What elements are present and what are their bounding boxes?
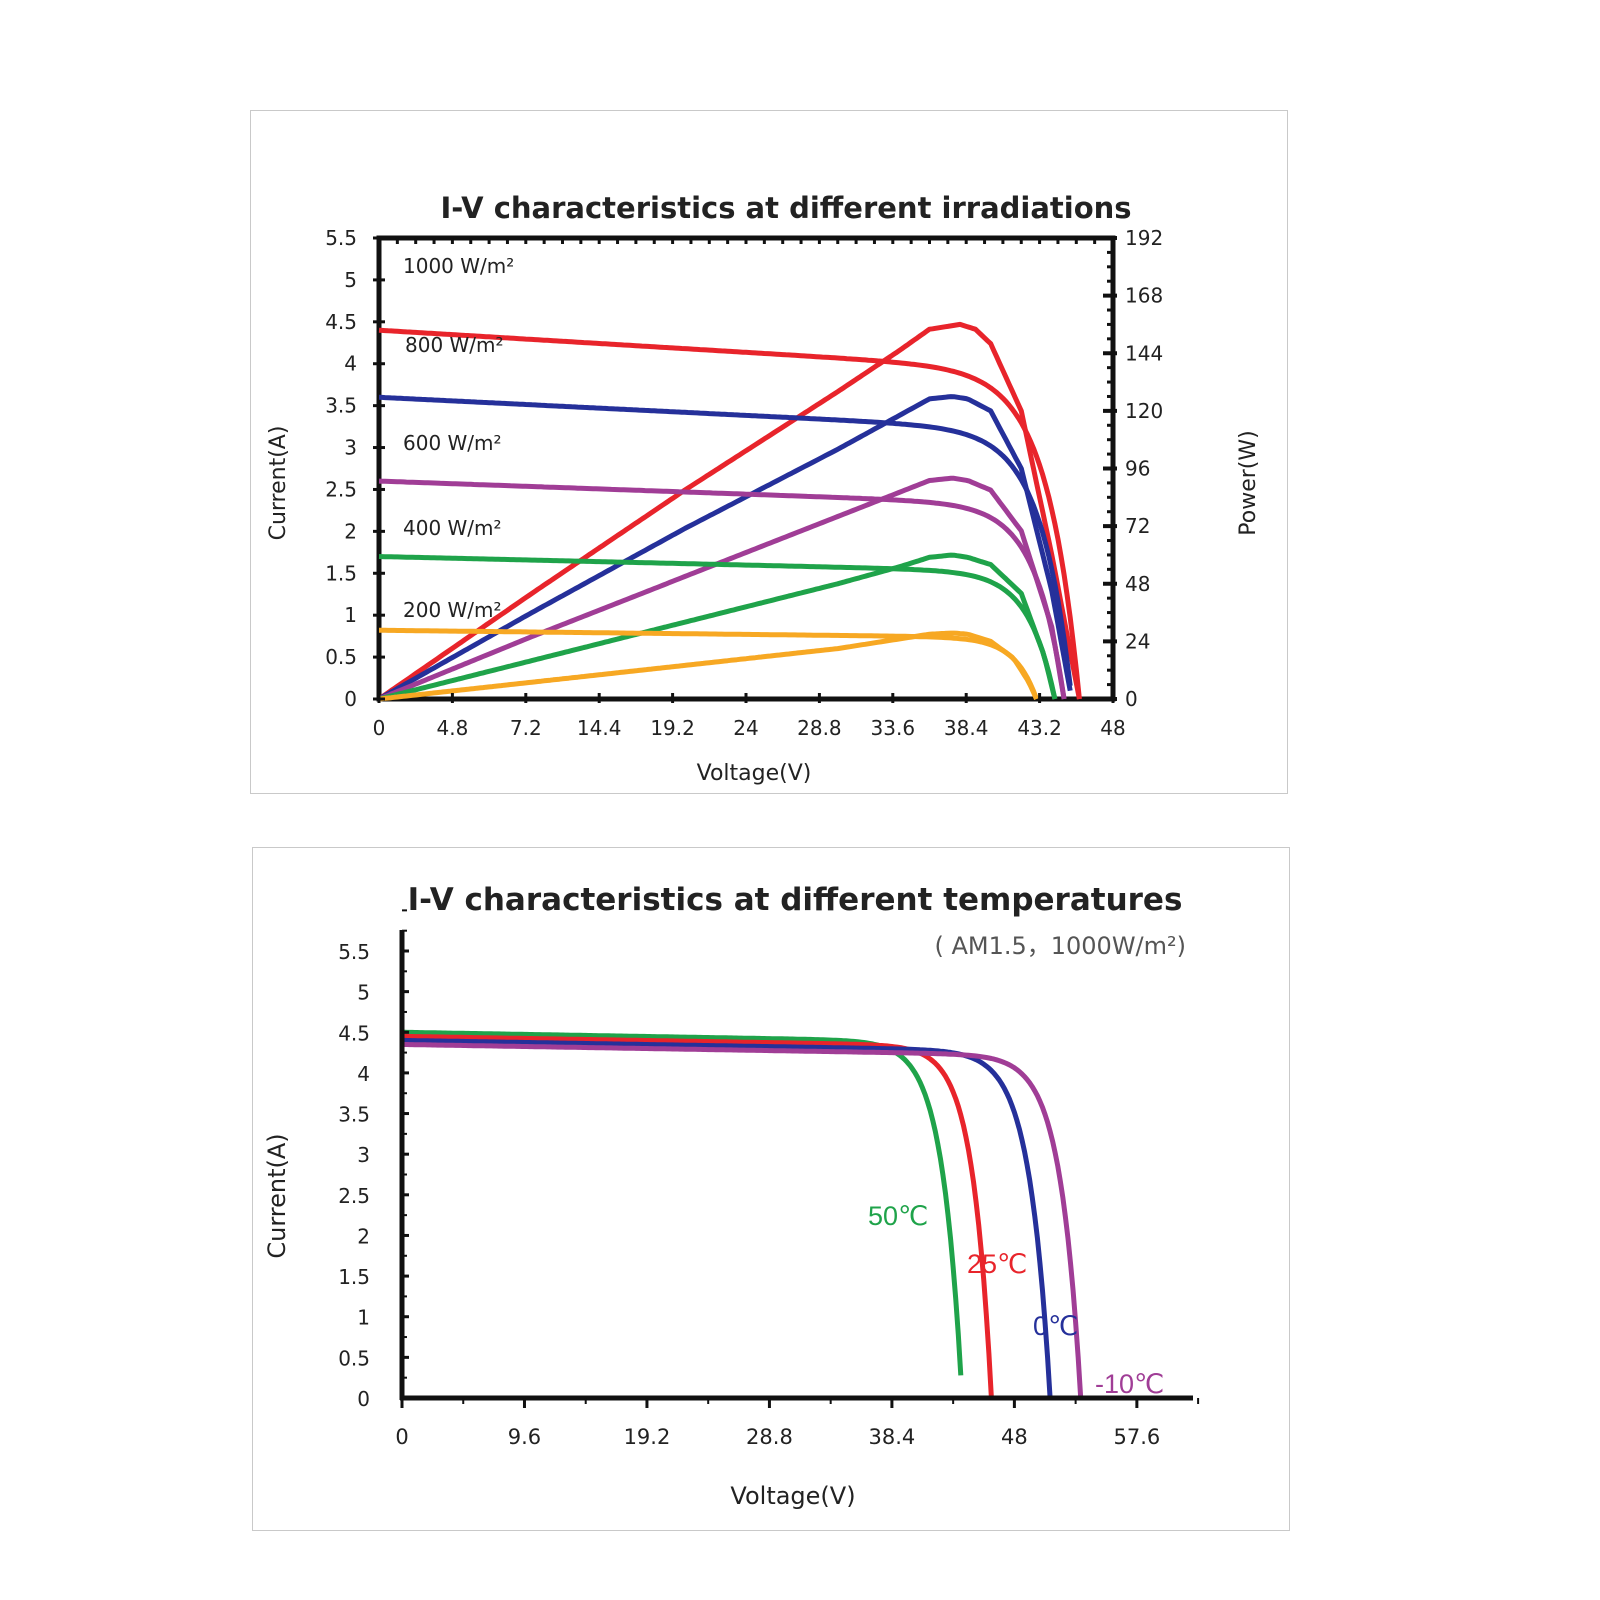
x-tick-label: 0 <box>373 716 386 740</box>
x-tick-label: 19.2 <box>624 1425 671 1449</box>
y-tick-label: 5 <box>357 981 370 1005</box>
y-tick-label: 3 <box>357 1143 370 1167</box>
y-tick-label: 0.5 <box>325 645 357 669</box>
y-tick-label: 3 <box>344 436 357 460</box>
y-tick-label: 1 <box>357 1306 370 1330</box>
y2-tick-label: 192 <box>1125 226 1163 250</box>
y-tick-label: 2 <box>344 519 357 543</box>
y-tick-label: 4 <box>357 1062 370 1086</box>
y-tick-label: 3.5 <box>325 394 357 418</box>
iv-curve-series-2 <box>402 1037 1053 1399</box>
irradiation-chart: I-V characteristics at different irradia… <box>266 191 1261 786</box>
y-tick-label: 0 <box>344 687 357 711</box>
x-tick-label: 24 <box>733 716 758 740</box>
irradiation-chart-panel: I-V characteristics at different irradia… <box>250 110 1288 794</box>
y-tick-label: 2.5 <box>325 477 357 501</box>
iv-curve-series-2 <box>378 478 1067 700</box>
y-tick-label: 0.5 <box>338 1346 370 1370</box>
temperature-label: 25℃ <box>967 1249 1027 1279</box>
x-tick-label: 43.2 <box>1017 716 1062 740</box>
temperature-chart: I-V characteristics at different tempera… <box>263 882 1200 1510</box>
x-tick-label: 48 <box>1001 1425 1028 1449</box>
iv-curve-series-4 <box>379 627 1039 700</box>
x-tick-label: 7.2 <box>510 716 542 740</box>
y-tick-label: 1 <box>344 603 357 627</box>
iv-curve-series-3 <box>402 1042 1084 1399</box>
y-tick-label: 5 <box>344 268 357 292</box>
y2-tick-label: 120 <box>1125 399 1163 423</box>
y2-tick-label: 24 <box>1125 629 1150 653</box>
y-tick-label: 4 <box>344 352 357 376</box>
y-tick-label: 0 <box>357 1387 370 1411</box>
y2-tick-label: 168 <box>1125 284 1163 308</box>
y-axis-label: Current(A) <box>266 426 291 541</box>
power-curve-series-3 <box>378 552 1058 702</box>
power-curve-series-0 <box>377 321 1082 702</box>
y2-axis-label: Power(W) <box>1236 430 1261 535</box>
y-tick-label: 2.5 <box>338 1184 370 1208</box>
x-tick-label: 48 <box>1100 716 1125 740</box>
iv-curve-series-0 <box>378 327 1082 700</box>
irradiance-label: 800 W/m² <box>405 333 504 357</box>
y-tick-label: 5.5 <box>325 226 357 250</box>
x-tick-label: 14.4 <box>577 716 622 740</box>
x-tick-label: 28.8 <box>797 716 842 740</box>
y-tick-label: 3.5 <box>338 1103 370 1127</box>
irradiance-label: 400 W/m² <box>403 516 502 540</box>
temperature-label: 0℃ <box>1033 1311 1078 1341</box>
irradiance-label: 600 W/m² <box>403 431 502 455</box>
y-tick-label: 5.5 <box>338 940 370 964</box>
x-tick-label: 38.4 <box>869 1425 916 1449</box>
chart-title: I-V characteristics at different tempera… <box>408 882 1183 918</box>
x-tick-label: 38.4 <box>944 716 989 740</box>
irradiance-label: 1000 W/m² <box>403 254 514 278</box>
iv-curve-series-1 <box>378 394 1073 687</box>
y-tick-label: 2 <box>357 1224 370 1248</box>
x-tick-label: 57.6 <box>1113 1425 1160 1449</box>
y-axis-label: Current(A) <box>263 1133 291 1258</box>
temperature-chart-panel: I-V characteristics at different tempera… <box>252 847 1290 1531</box>
x-tick-label: 9.6 <box>508 1425 541 1449</box>
y2-tick-label: 72 <box>1125 514 1150 538</box>
x-axis-label: Voltage(V) <box>730 1482 855 1510</box>
iv-curve-series-3 <box>378 554 1058 700</box>
temperature-label: -10℃ <box>1095 1369 1164 1399</box>
y2-tick-label: 48 <box>1125 572 1150 596</box>
x-tick-label: 0 <box>395 1425 408 1449</box>
x-tick-label: 4.8 <box>436 716 468 740</box>
x-tick-label: 33.6 <box>871 716 916 740</box>
chart-title: I-V characteristics at different irradia… <box>440 191 1131 225</box>
y-tick-label: 4.5 <box>338 1021 370 1045</box>
x-tick-label: 19.2 <box>650 716 695 740</box>
y2-tick-label: 144 <box>1125 341 1163 365</box>
y2-tick-label: 96 <box>1125 457 1150 481</box>
y-tick-label: 1.5 <box>338 1265 370 1289</box>
irradiance-label: 200 W/m² <box>403 598 502 622</box>
y-tick-label: 1.5 <box>325 561 357 585</box>
y-tick-label: 4.5 <box>325 310 357 334</box>
x-tick-label: 28.8 <box>746 1425 793 1449</box>
y2-tick-label: 0 <box>1125 687 1138 711</box>
x-axis-label: Voltage(V) <box>697 761 812 786</box>
chart-subtitle: ( AM1.5，1000W/m²) <box>934 932 1186 960</box>
temperature-label: 50℃ <box>868 1201 928 1231</box>
